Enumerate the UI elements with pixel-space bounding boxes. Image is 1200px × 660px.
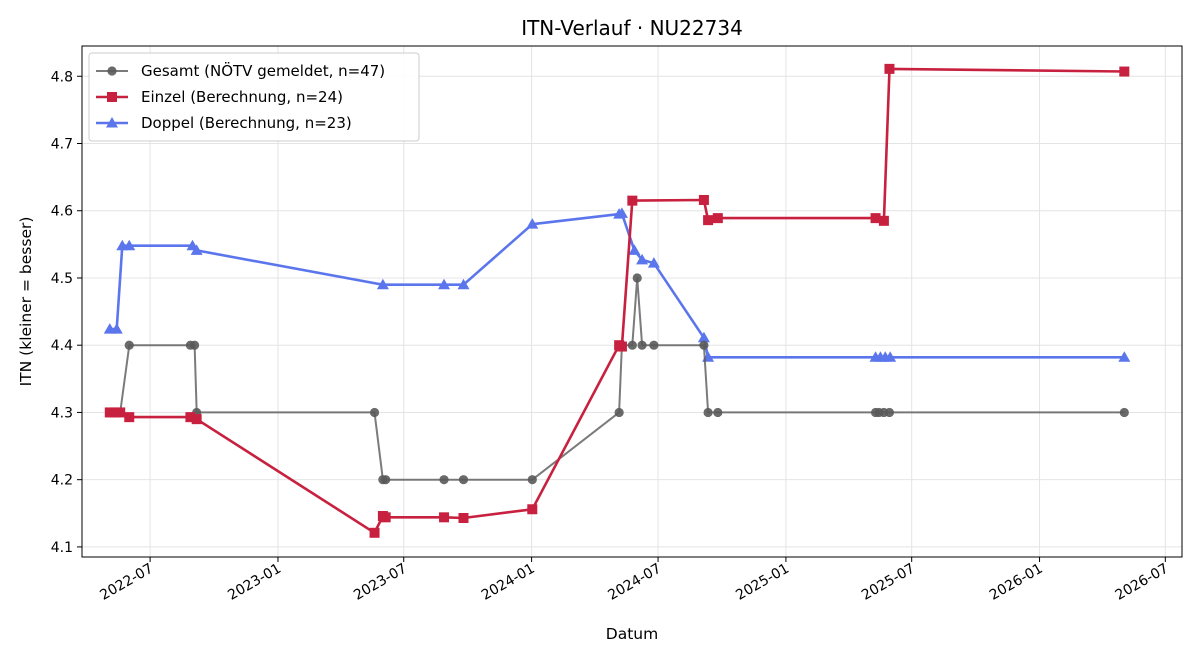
data-point: [439, 475, 449, 485]
series-triangle-group: [103, 207, 1131, 362]
legend-label: Doppel (Berechnung, n=23): [141, 114, 352, 132]
data-point: [110, 323, 123, 334]
x-axis-label: Datum: [606, 625, 658, 643]
data-point: [380, 512, 391, 523]
y-tick-label: 4.6: [51, 204, 73, 220]
data-point: [878, 215, 889, 226]
data-point: [526, 218, 539, 229]
data-point: [614, 407, 624, 418]
data-point: [185, 412, 196, 423]
data-point: [649, 340, 659, 350]
y-tick-label: 4.2: [51, 473, 73, 489]
y-tick-label: 4.8: [51, 69, 73, 85]
data-point: [124, 412, 135, 423]
data-point: [884, 63, 895, 74]
data-point: [636, 253, 649, 265]
legend: Gesamt (NÖTV gemeldet, n=47) Einzel (Bere…: [88, 52, 420, 142]
data-point: [698, 194, 709, 205]
data-point: [870, 213, 881, 224]
data-point: [376, 278, 389, 290]
data-point: [439, 512, 450, 523]
y-tick-label: 4.7: [51, 136, 73, 152]
data-point: [369, 407, 380, 418]
data-point: [438, 278, 451, 290]
data-point: [191, 414, 202, 425]
data-point: [527, 504, 538, 515]
data-point: [697, 331, 710, 343]
legend-box: [88, 52, 420, 142]
series-square-group: [104, 63, 1130, 538]
data-point: [1119, 66, 1130, 77]
data-point: [628, 244, 641, 255]
data-point: [115, 407, 126, 418]
data-point: [627, 340, 637, 350]
data-point: [109, 407, 120, 418]
data-point: [713, 407, 723, 418]
series-layer: [103, 63, 1131, 538]
data-point: [632, 273, 642, 283]
data-point: [1119, 407, 1129, 418]
data-point: [123, 239, 136, 251]
data-point: [190, 244, 203, 255]
y-tick-label: 4.1: [51, 540, 73, 556]
series-line: [109, 67, 1125, 535]
data-point: [381, 475, 391, 485]
data-point: [884, 407, 895, 418]
y-tick-label: 4.5: [51, 271, 73, 287]
data-point: [189, 340, 200, 350]
data-point: [458, 475, 469, 485]
data-point: [647, 257, 660, 268]
y-axis-label: ITN (kleiner = besser): [17, 217, 35, 387]
plot-area-frame: [81, 45, 1183, 558]
data-point: [369, 527, 380, 538]
data-point: [457, 278, 470, 290]
legend-label: Gesamt (NÖTV gemeldet, n=47): [141, 61, 385, 80]
y-tick-label: 4.3: [51, 405, 73, 421]
data-point: [615, 207, 628, 218]
data-point: [699, 340, 709, 350]
legend-marker: [106, 117, 118, 128]
data-point: [527, 475, 537, 485]
data-point: [637, 340, 647, 350]
legend-marker: [107, 92, 117, 102]
y-tick-label: 4.4: [51, 338, 73, 354]
series-line: [109, 277, 1125, 481]
data-point: [616, 341, 627, 352]
data-point: [712, 213, 723, 224]
data-point: [458, 513, 469, 524]
data-point: [627, 195, 638, 206]
data-point: [884, 351, 897, 362]
data-point: [1118, 351, 1131, 362]
legend-marker: [107, 66, 117, 76]
legend-label: Einzel (Berechnung, n=24): [141, 88, 343, 106]
chart-title: ITN-Verlauf · NU22734: [521, 16, 743, 40]
data-point: [703, 407, 713, 418]
data-point: [124, 340, 134, 350]
data-point: [703, 215, 714, 226]
